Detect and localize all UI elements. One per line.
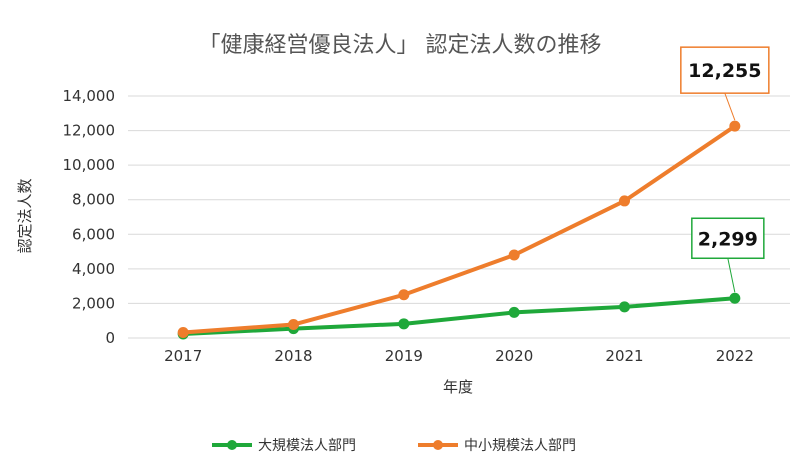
x-tick-label: 2020 bbox=[495, 347, 533, 365]
series-1 bbox=[177, 120, 741, 338]
x-tick-label: 2017 bbox=[164, 347, 202, 365]
data-point bbox=[508, 306, 520, 318]
y-axis-ticks: 0 2,000 4,000 6,000 8,000 10,000 12,000 14,000 bbox=[63, 87, 116, 347]
legend-item: 大規模法人部門 bbox=[212, 438, 356, 454]
data-point bbox=[288, 319, 299, 331]
y-tick-label: 12,000 bbox=[63, 122, 116, 140]
y-tick-label: 4,000 bbox=[72, 260, 115, 278]
y-tick-label: 14,000 bbox=[63, 87, 116, 105]
legend: 大規模法人部門 中小規模法人部門 bbox=[212, 438, 576, 454]
callout-box bbox=[691, 217, 765, 260]
legend-label: 中小規模法人部門 bbox=[464, 438, 576, 454]
series-line bbox=[181, 296, 737, 337]
x-axis-label: 年度 bbox=[443, 378, 473, 396]
x-tick-label: 2018 bbox=[274, 347, 312, 365]
chart-title: 「健康経営優良法人」 認定法人数の推移 bbox=[199, 33, 602, 58]
data-point bbox=[729, 120, 741, 132]
y-tick-label: 8,000 bbox=[72, 191, 115, 209]
legend-swatch-marker bbox=[227, 440, 237, 450]
x-tick-label: 2021 bbox=[605, 347, 643, 365]
x-axis-ticks: 2017 2018 2019 2020 2021 2022 bbox=[164, 347, 754, 365]
y-tick-label: 10,000 bbox=[63, 156, 116, 174]
value-callout: 12,255 bbox=[680, 46, 770, 121]
data-point bbox=[508, 249, 520, 261]
data-point bbox=[398, 289, 410, 301]
y-tick-label: 0 bbox=[105, 329, 115, 347]
data-point bbox=[398, 318, 410, 330]
gridlines bbox=[128, 95, 790, 339]
callout-leader bbox=[727, 258, 736, 293]
legend-label: 大規模法人部門 bbox=[258, 438, 356, 454]
x-tick-label: 2019 bbox=[385, 347, 423, 365]
data-point bbox=[729, 292, 741, 304]
series-0 bbox=[177, 292, 741, 340]
callout-value: 2,299 bbox=[698, 228, 758, 250]
y-tick-label: 6,000 bbox=[72, 225, 115, 243]
callout-box bbox=[680, 46, 770, 94]
callout-value: 12,255 bbox=[688, 60, 761, 82]
callout-leader bbox=[724, 92, 736, 121]
y-tick-label: 2,000 bbox=[72, 294, 115, 312]
x-tick-label: 2022 bbox=[716, 347, 754, 365]
value-callout: 2,299 bbox=[691, 217, 765, 293]
series-line bbox=[181, 124, 737, 335]
data-point bbox=[619, 195, 630, 207]
data-point bbox=[177, 326, 189, 338]
data-point bbox=[619, 301, 630, 313]
y-axis-label: 認定法人数 bbox=[16, 178, 34, 253]
series-layer bbox=[177, 120, 741, 340]
legend-item: 中小規模法人部門 bbox=[418, 438, 576, 454]
callouts-layer: 12,255 2,299 bbox=[680, 46, 770, 293]
legend-swatch-marker bbox=[433, 440, 443, 450]
